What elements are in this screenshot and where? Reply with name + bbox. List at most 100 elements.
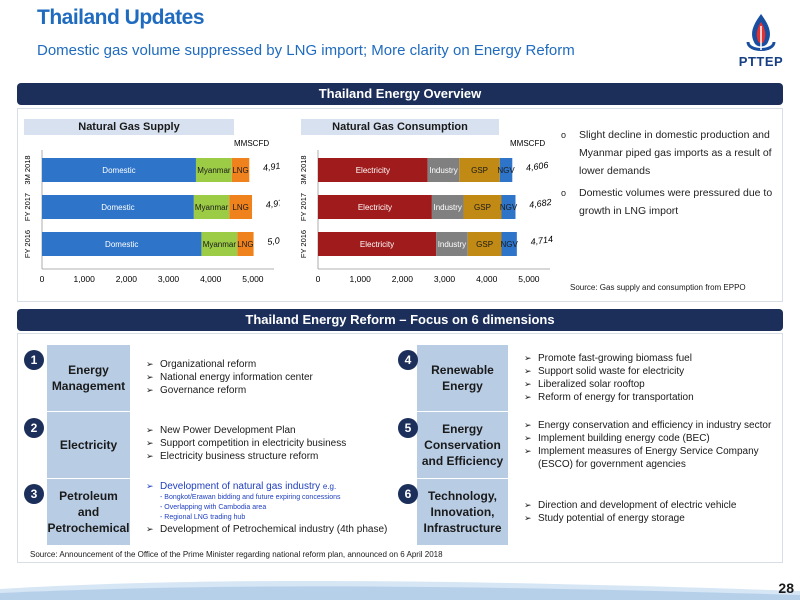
segment-label: LNG [232, 166, 248, 175]
bar-segment [318, 232, 437, 256]
dimension-number: 6 [398, 484, 418, 504]
segment-label: GSP [474, 203, 491, 212]
category-label: FY 2017 [300, 193, 308, 221]
segment-label: Domestic [101, 203, 134, 212]
dimension-label-petroleum: Petroleum and Petrochemical [47, 479, 130, 545]
list-item: Development of natural gas industry e.g. [146, 480, 396, 493]
list-item: Implement measures of Energy Service Com… [524, 445, 782, 471]
bar-segment [501, 195, 516, 219]
list-item: Implement building energy code (BEC) [524, 432, 782, 445]
list-item: National energy information center [146, 371, 391, 384]
segment-label: Electricity [360, 240, 394, 249]
dimension-items-technology: Direction and development of electric ve… [524, 499, 779, 525]
segment-label: GSP [471, 166, 488, 175]
supply-chart: MMSCFD 0 1,000 2,000 3,000 4,000 5,000 3M 2018 D… [23, 136, 290, 288]
x-tick-label: 4,000 [476, 274, 498, 284]
x-tick-label: 2,000 [116, 274, 138, 284]
segment-label: NGV [500, 203, 518, 212]
bar-segment [42, 232, 202, 256]
segment-label: Domestic [102, 166, 135, 175]
bar-segment [499, 158, 513, 182]
bar-segment [463, 195, 502, 219]
dimension-items-renewable: Promote fast-growing biomass fuel Suppor… [524, 352, 779, 404]
list-item: New Power Development Plan [146, 424, 391, 437]
dimension-items-petroleum: Development of natural gas industry e.g.… [146, 480, 396, 536]
list-item: Reform of energy for transportation [524, 391, 779, 404]
segment-label: Industry [438, 240, 466, 249]
list-item: Governance reform [146, 384, 391, 397]
overview-bullets: Slight decline in domestic production an… [559, 126, 774, 224]
bar-segment [501, 232, 517, 256]
bar-segment [467, 232, 502, 256]
bar-segment [42, 195, 194, 219]
dimension-label-conservation: Energy Conservation and Efficiency [417, 412, 508, 478]
list-item: Direction and development of electric ve… [524, 499, 779, 512]
bar-segment [427, 158, 460, 182]
overview-heading: Thailand Energy Overview [17, 83, 783, 105]
list-item: Organizational reform [146, 358, 391, 371]
dimension-items-conservation: Energy conservation and efficiency in in… [524, 419, 782, 471]
x-tick-label: 2,000 [392, 274, 414, 284]
sub-item: - Overlapping with Cambodia area [160, 504, 267, 511]
list-item: Study potential of energy storage [524, 512, 779, 525]
bar-segment [193, 195, 230, 219]
segment-label: LNG [237, 240, 253, 249]
x-tick-label: 0 [40, 274, 45, 284]
total-label: 4,606 [525, 160, 549, 173]
x-tick-label: 1,000 [74, 274, 96, 284]
list-item: Support solid waste for electricity [524, 365, 779, 378]
supply-chart-svg: MMSCFD 0 1,000 2,000 3,000 4,000 5,000 3M 2018 D… [23, 139, 290, 284]
dimension-label-renewable: Renewable Energy [417, 345, 508, 411]
page-subtitle: Domestic gas volume suppressed by LNG im… [37, 42, 575, 59]
dimension-number: 3 [24, 484, 44, 504]
list-item: Development of Petrochemical industry (4… [146, 523, 396, 536]
bar-segment [195, 158, 232, 182]
dimension-number: 5 [398, 418, 418, 438]
overview-panel [17, 108, 783, 302]
bar-segment [237, 232, 254, 256]
bar-segment [201, 232, 238, 256]
x-tick-label: 5,000 [518, 274, 540, 284]
segment-label: Myanmar [197, 166, 231, 175]
dimension-label-energy-management: Energy Management [47, 345, 130, 411]
consumption-chart-svg: MMSCFD 0 1,000 2,000 3,000 4,000 5,000 3M 2018 E… [299, 139, 554, 284]
overview-source: Source: Gas supply and consumption from … [570, 283, 746, 292]
segment-label: Myanmar [195, 203, 229, 212]
segment-label: Industry [433, 203, 461, 212]
list-item: Promote fast-growing biomass fuel [524, 352, 779, 365]
list-item: Liberalized solar rooftop [524, 378, 779, 391]
segment-label: GSP [476, 240, 493, 249]
bar-segment [42, 158, 196, 182]
category-label: FY 2016 [24, 230, 32, 258]
segment-label: Myanmar [203, 240, 237, 249]
bar-segment [459, 158, 500, 182]
total-label: 4,914 [262, 160, 280, 173]
logo-text: PTTEP [738, 54, 784, 69]
supply-chart-title: Natural Gas Supply [24, 119, 234, 135]
segment-label: NGV [500, 240, 518, 249]
footer-wave-decoration [0, 580, 800, 600]
sub-item: - Regional LNG trading hub [160, 514, 246, 521]
overview-bullet: Domestic volumes were pressured due to g… [559, 184, 774, 220]
category-label: FY 2016 [300, 230, 308, 258]
total-label: 4,714 [530, 234, 554, 247]
x-tick-label: 4,000 [200, 274, 222, 284]
dimension-label-electricity: Electricity [47, 412, 130, 478]
category-label: FY 2017 [24, 193, 32, 221]
x-tick-label: 3,000 [158, 274, 180, 284]
category-label: 3M 2018 [24, 155, 32, 184]
dimension-items-electricity: New Power Development Plan Support compe… [146, 424, 391, 463]
unit-label: MMSCFD [234, 139, 269, 148]
total-label: 4,979 [265, 197, 280, 210]
dimension-number: 1 [24, 350, 44, 370]
eg-text: e.g. [322, 482, 337, 491]
x-tick-label: 1,000 [350, 274, 372, 284]
bar-segment [318, 158, 428, 182]
list-item: Support competition in electricity busin… [146, 437, 391, 450]
list-item: Energy conservation and efficiency in in… [524, 419, 782, 432]
x-tick-label: 0 [316, 274, 321, 284]
dimension-number: 2 [24, 418, 44, 438]
segment-label: Electricity [356, 166, 390, 175]
bar-segment [436, 232, 468, 256]
total-label: 5,016 [267, 234, 280, 247]
